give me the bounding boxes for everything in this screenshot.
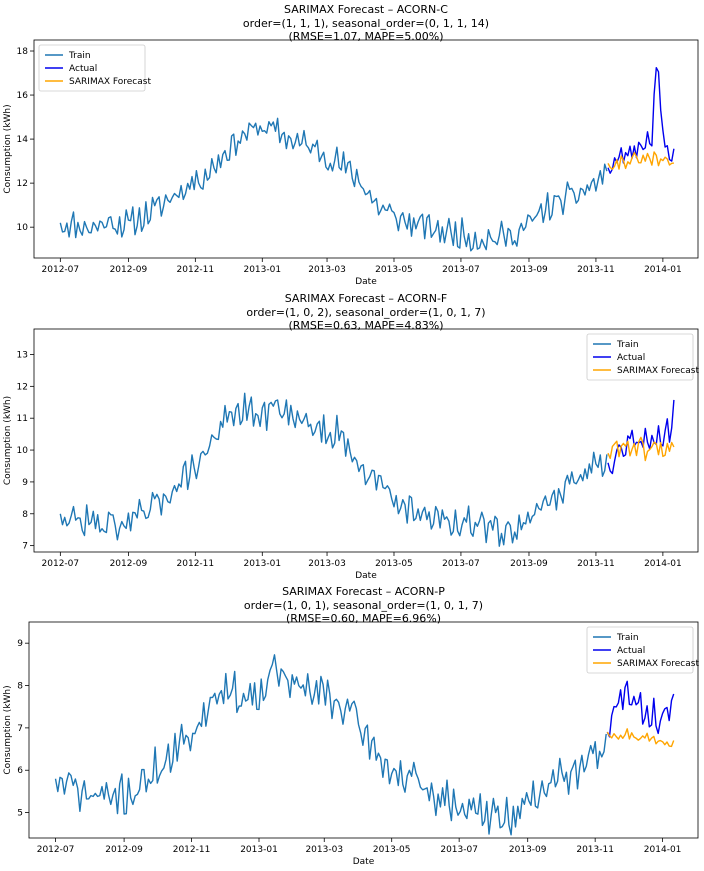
chart-2-xtick-label: 2012-09 — [110, 559, 148, 569]
chart-1-title-line-2: order=(1, 1, 1), seasonal_order=(0, 1, 1… — [243, 17, 489, 30]
chart-1-xtick-label: 2013-03 — [308, 265, 346, 275]
chart-3-xtick-label: 2013-09 — [509, 845, 547, 855]
chart-1-ytick-label: 14 — [17, 135, 29, 145]
chart-3-series-actual — [606, 680, 675, 738]
chart-1-ylabel: Consumption (kWh) — [3, 104, 13, 193]
chart-3-xtick-label: 2013-03 — [305, 845, 343, 855]
chart-3-ytick-label: 9 — [17, 639, 23, 649]
chart-3-ytick-label: 8 — [17, 682, 23, 692]
chart-3-xlabel: Date — [353, 857, 375, 867]
chart-1-xtick-label: 2012-09 — [110, 265, 148, 275]
chart-2-xtick-label: 2014-01 — [644, 559, 682, 569]
chart-2-ytick-label: 10 — [17, 446, 29, 456]
chart-3-xtick-label: 2012-07 — [37, 845, 75, 855]
chart-2-xtick-label: 2012-07 — [42, 559, 80, 569]
chart-1-ytick-label: 10 — [17, 223, 29, 233]
chart-1-xtick-label: 2013-07 — [442, 265, 480, 275]
chart-2-title-line-2: order=(1, 0, 2), seasonal_order=(1, 0, 1… — [246, 306, 485, 319]
chart-2-series-train — [59, 392, 608, 547]
chart-1-title-line-1: SARIMAX Forecast – ACORN-C — [284, 3, 448, 16]
chart-1-series-actual — [607, 66, 675, 174]
chart-2-xtick-label: 2013-05 — [375, 559, 413, 569]
chart-2-xtick-label: 2013-03 — [308, 559, 346, 569]
chart-1-xtick-label: 2012-07 — [42, 265, 80, 275]
chart-3-xtick-label: 2014-01 — [644, 845, 682, 855]
chart-2-legend-label: SARIMAX Forecast — [617, 366, 699, 376]
chart-3-xtick-label: 2013-11 — [576, 845, 614, 855]
chart-2-xtick-label: 2012-11 — [177, 559, 215, 569]
chart-3-xtick-label: 2012-09 — [105, 845, 143, 855]
chart-2-ytick-label: 12 — [17, 382, 28, 392]
chart-2-axes-frame — [33, 328, 699, 553]
chart-2-ytick-label: 13 — [17, 350, 28, 360]
chart-1-xtick-label: 2013-01 — [243, 265, 281, 275]
chart-1-legend-label: Actual — [69, 64, 97, 74]
chart-1-series-train — [59, 117, 608, 252]
chart-2-legend-label: Train — [616, 340, 639, 350]
chart-3-axes-frame — [28, 621, 699, 839]
chart-2-title-line-1: SARIMAX Forecast – ACORN-F — [285, 292, 448, 305]
chart-1-xtick-label: 2012-11 — [177, 265, 215, 275]
chart-3-ytick-label: 7 — [17, 724, 23, 734]
chart-3-legend-label: SARIMAX Forecast — [617, 659, 699, 669]
chart-1-xtick-label: 2014-01 — [644, 265, 682, 275]
chart-2-ytick-label: 9 — [22, 478, 28, 488]
chart-2-xtick-label: 2013-01 — [243, 559, 281, 569]
chart-2-ytick-label: 8 — [22, 510, 28, 520]
chart-3-ytick-label: 5 — [17, 809, 23, 819]
chart-1-xtick-label: 2013-11 — [577, 265, 615, 275]
chart-3-series-sarimax-forecast — [606, 728, 675, 748]
chart-3-xtick-label: 2012-11 — [173, 845, 211, 855]
chart-2-series-sarimax-forecast — [607, 436, 675, 462]
chart-2-xtick-label: 2013-07 — [442, 559, 480, 569]
chart-3-title-line-3: (RMSE=0.60, MAPE=6.96%) — [286, 612, 441, 625]
chart-1-axes-frame — [33, 39, 699, 259]
chart-3-ytick-label: 6 — [17, 766, 23, 776]
chart-2-legend-box — [586, 333, 694, 381]
chart-2-legend-label: Actual — [617, 353, 645, 363]
chart-2-ytick-label: 7 — [22, 542, 28, 552]
chart-2-xtick-label: 2013-09 — [510, 559, 548, 569]
chart-2-ylabel: Consumption (kWh) — [3, 396, 13, 485]
chart-3-title-line-1: SARIMAX Forecast – ACORN-P — [282, 585, 445, 598]
chart-1-xtick-label: 2013-09 — [510, 265, 548, 275]
chart-3-legend-label: Actual — [617, 646, 645, 656]
chart-3-ylabel: Consumption (kWh) — [3, 685, 13, 774]
chart-1-xtick-label: 2013-05 — [375, 265, 413, 275]
chart-1-ytick-label: 12 — [17, 179, 28, 189]
chart-1-ytick-label: 16 — [17, 91, 29, 101]
chart-3-xtick-label: 2013-05 — [373, 845, 411, 855]
chart-3-xtick-label: 2013-07 — [440, 845, 478, 855]
chart-2-series-actual — [607, 399, 675, 475]
chart-3-legend-label: Train — [616, 633, 639, 643]
chart-3-xtick-label: 2013-01 — [240, 845, 278, 855]
chart-1-legend-box — [38, 44, 146, 92]
chart-1-legend-label: SARIMAX Forecast — [69, 77, 151, 87]
chart-1-xlabel: Date — [355, 277, 377, 287]
chart-3-legend-box — [586, 626, 694, 674]
chart-2-xlabel: Date — [355, 571, 377, 581]
chart-2-ytick-label: 11 — [17, 414, 28, 424]
chart-3-series-train — [54, 654, 607, 836]
chart-1-series-sarimax-forecast — [607, 151, 674, 170]
chart-2-title-line-3: (RMSE=0.63, MAPE=4.83%) — [288, 319, 443, 332]
chart-1-title-line-3: (RMSE=1.07, MAPE=5.00%) — [288, 30, 443, 43]
chart-3-title-line-2: order=(1, 0, 1), seasonal_order=(1, 0, 1… — [244, 599, 483, 612]
chart-1-legend-label: Train — [68, 51, 91, 61]
chart-1-ytick-label: 18 — [17, 47, 29, 57]
chart-2-xtick-label: 2013-11 — [577, 559, 615, 569]
